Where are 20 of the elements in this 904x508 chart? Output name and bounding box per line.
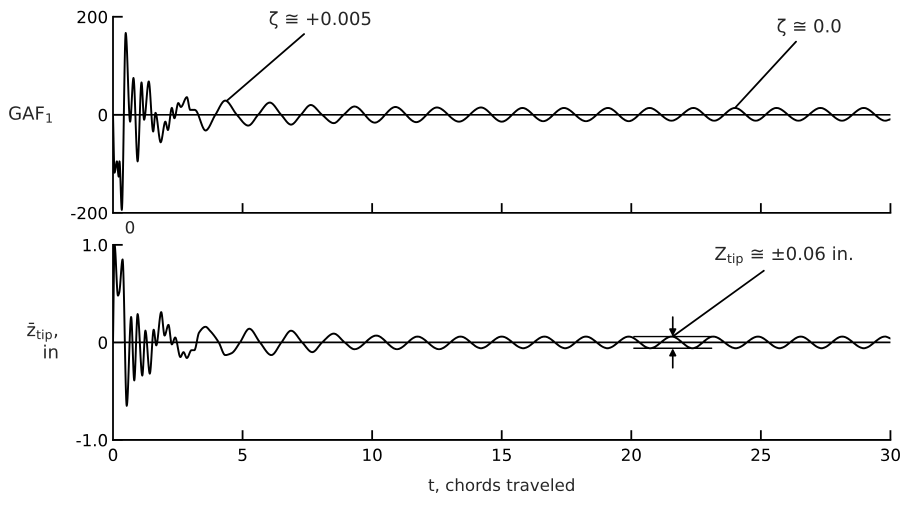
x-axis-title: t, chords traveled: [428, 478, 574, 493]
y-tick-label: 0: [98, 336, 108, 349]
annotation: ζ ≅ 0.0: [778, 18, 841, 36]
y-tick-label: -1.0: [76, 434, 108, 446]
text: 0: [126, 220, 134, 234]
y-tick-label: 0: [98, 108, 108, 122]
x-tick-label: 0: [108, 448, 118, 462]
x-tick-label: 30: [881, 448, 900, 462]
x-tick-label: 10: [363, 448, 382, 462]
y-tick-label: -200: [71, 206, 108, 220]
x-tick-label: 5: [238, 448, 246, 462]
x-tick-label: 25: [751, 448, 770, 462]
y-axis-title: GAF$_{1}$: [9, 106, 52, 123]
y-axis-title: z̄$_{tip}$, in: [27, 322, 58, 358]
y-tick-label: 1.0: [83, 238, 108, 252]
x-tick-label: 20: [622, 448, 641, 462]
x-tick-label: 15: [492, 448, 511, 462]
y-tick-label: 200: [78, 10, 108, 24]
annotation: ζ ≅ +0.005: [270, 11, 370, 29]
annotation: Z$_{tip}$ ≅ ±0.06 in.: [715, 246, 852, 266]
